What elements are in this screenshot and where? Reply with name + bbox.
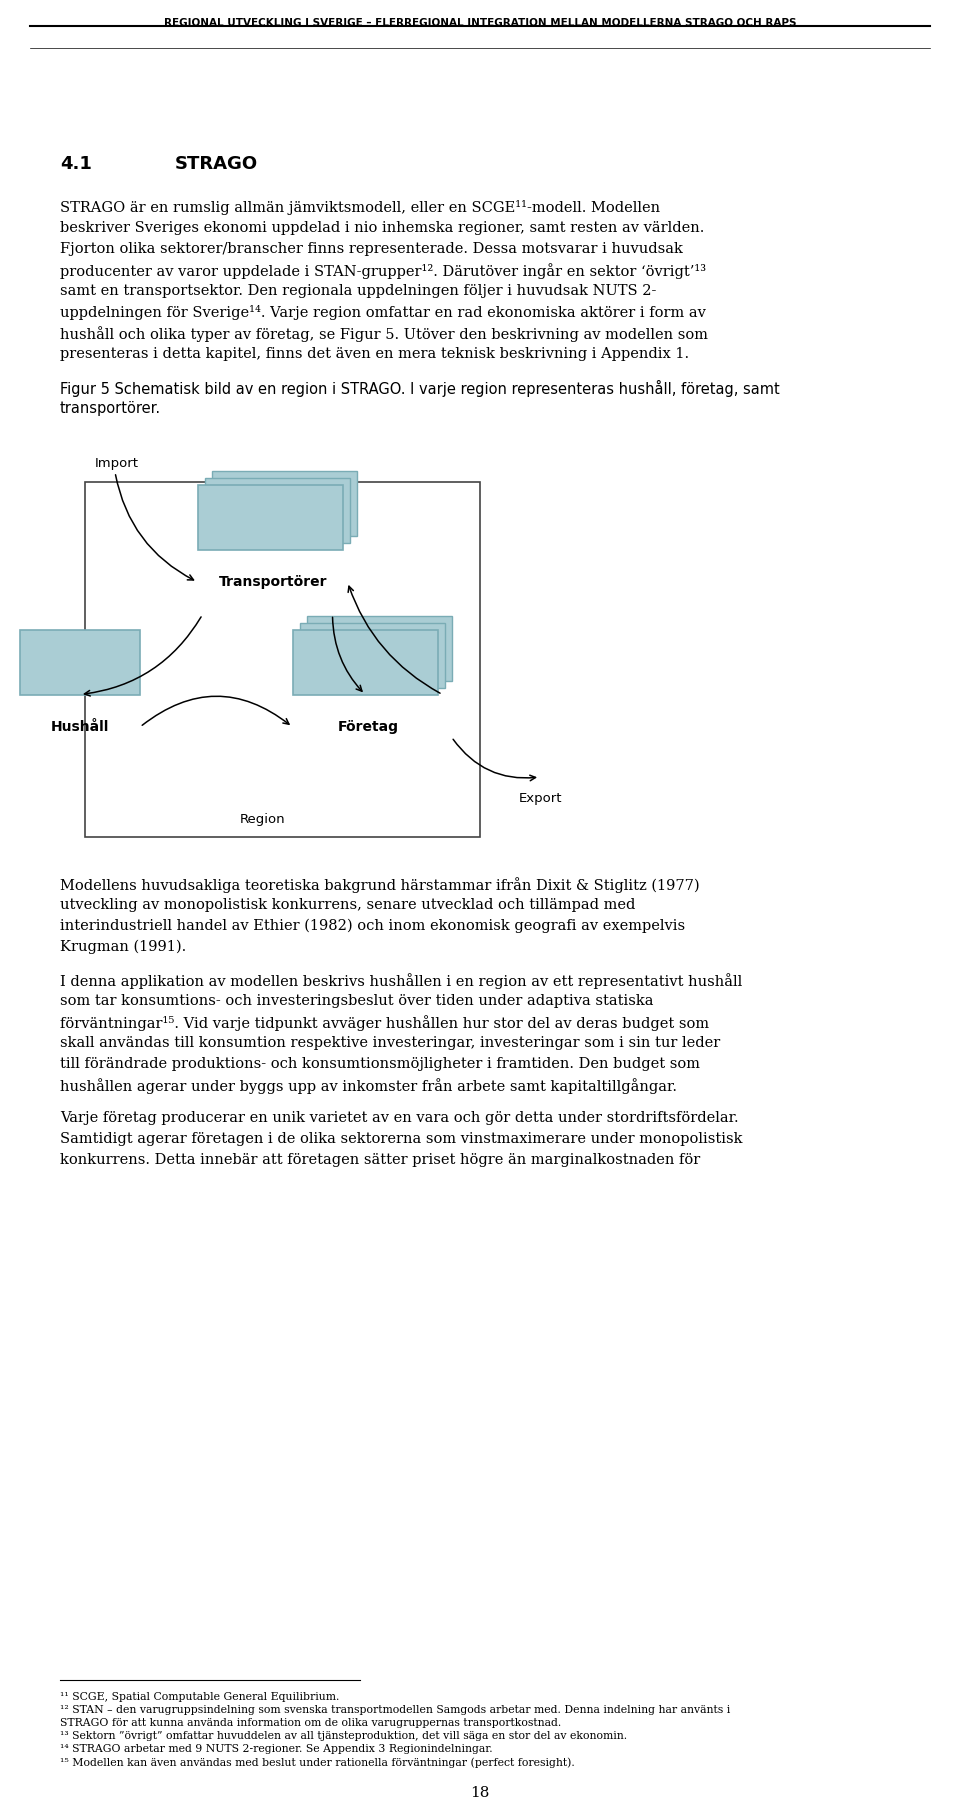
Text: I denna applikation av modellen beskrivs hushållen i en region av ett representa: I denna applikation av modellen beskrivs…: [60, 973, 742, 989]
Text: Fjorton olika sektorer/branscher finns representerade. Dessa motsvarar i huvudsa: Fjorton olika sektorer/branscher finns r…: [60, 243, 683, 255]
Text: transportörer.: transportörer.: [60, 400, 161, 417]
Text: Varje företag producerar en unik varietet av en vara och gör detta under stordri: Varje företag producerar en unik variete…: [60, 1110, 738, 1125]
Text: 18: 18: [470, 1786, 490, 1800]
Text: ¹³ Sektorn ”övrigt” omfattar huvuddelen av all tjänsteproduktion, det vill säga : ¹³ Sektorn ”övrigt” omfattar huvuddelen …: [60, 1731, 627, 1740]
Text: ¹¹ SCGE, Spatial Computable General Equilibrium.: ¹¹ SCGE, Spatial Computable General Equi…: [60, 1691, 340, 1702]
FancyBboxPatch shape: [306, 616, 451, 681]
Text: Export: Export: [518, 791, 562, 806]
Text: förväntningar¹⁵. Vid varje tidpunkt avväger hushållen hur stor del av deras budg: förväntningar¹⁵. Vid varje tidpunkt avvä…: [60, 1014, 709, 1030]
Text: ¹⁴ STRAGO arbetar med 9 NUTS 2-regioner. Se Appendix 3 Regionindelningar.: ¹⁴ STRAGO arbetar med 9 NUTS 2-regioner.…: [60, 1744, 492, 1755]
Text: Samtidigt agerar företagen i de olika sektorerna som vinstmaximerare under monop: Samtidigt agerar företagen i de olika se…: [60, 1132, 742, 1146]
Text: Krugman (1991).: Krugman (1991).: [60, 940, 186, 954]
Text: Transportörer: Transportörer: [219, 576, 327, 589]
FancyBboxPatch shape: [198, 485, 343, 549]
Text: 4.1: 4.1: [60, 156, 92, 174]
Text: hushåll och olika typer av företag, se Figur 5. Utöver den beskrivning av modell: hushåll och olika typer av företag, se F…: [60, 326, 708, 342]
Text: Modellens huvudsakliga teoretiska bakgrund härstammar ifrån Dixit & Stiglitz (19: Modellens huvudsakliga teoretiska bakgru…: [60, 877, 700, 893]
Text: till förändrade produktions- och konsumtionsmöjligheter i framtiden. Den budget : till förändrade produktions- och konsumt…: [60, 1058, 700, 1070]
FancyBboxPatch shape: [20, 630, 140, 694]
FancyBboxPatch shape: [85, 482, 480, 837]
Text: presenteras i detta kapitel, finns det även en mera teknisk beskrivning i Append: presenteras i detta kapitel, finns det ä…: [60, 348, 689, 360]
Text: som tar konsumtions- och investeringsbeslut över tiden under adaptiva statiska: som tar konsumtions- och investeringsbes…: [60, 994, 654, 1009]
Text: utveckling av monopolistisk konkurrens, senare utvecklad och tillämpad med: utveckling av monopolistisk konkurrens, …: [60, 898, 636, 913]
Text: uppdelningen för Sverige¹⁴. Varje region omfattar en rad ekonomiska aktörer i fo: uppdelningen för Sverige¹⁴. Varje region…: [60, 304, 706, 321]
Text: Företag: Företag: [338, 721, 398, 733]
FancyBboxPatch shape: [211, 471, 356, 536]
Text: beskriver Sveriges ekonomi uppdelad i nio inhemska regioner, samt resten av värl: beskriver Sveriges ekonomi uppdelad i ni…: [60, 221, 705, 235]
FancyBboxPatch shape: [293, 630, 438, 694]
FancyBboxPatch shape: [204, 478, 349, 543]
Text: REGIONAL UTVECKLING I SVERIGE – FLERREGIONAL INTEGRATION MELLAN MODELLERNA STRAG: REGIONAL UTVECKLING I SVERIGE – FLERREGI…: [164, 18, 796, 27]
Text: Figur 5 Schematisk bild av en region i STRAGO. I varje region representeras hush: Figur 5 Schematisk bild av en region i S…: [60, 380, 780, 397]
Text: Region: Region: [240, 813, 285, 826]
Text: samt en transportsektor. Den regionala uppdelningen följer i huvudsak NUTS 2-: samt en transportsektor. Den regionala u…: [60, 284, 657, 299]
Text: STRAGO är en rumslig allmän jämviktsmodell, eller en SCGE¹¹-modell. Modellen: STRAGO är en rumslig allmän jämviktsmode…: [60, 199, 660, 216]
Text: hushållen agerar under byggs upp av inkomster från arbete samt kapitaltillgångar: hushållen agerar under byggs upp av inko…: [60, 1078, 677, 1094]
Text: STRAGO för att kunna använda information om de olika varugruppernas transportkos: STRAGO för att kunna använda information…: [60, 1719, 562, 1728]
FancyBboxPatch shape: [300, 623, 444, 688]
Text: konkurrens. Detta innebär att företagen sätter priset högre än marginalkostnaden: konkurrens. Detta innebär att företagen …: [60, 1154, 700, 1166]
Text: skall användas till konsumtion respektive investeringar, investeringar som i sin: skall användas till konsumtion respektiv…: [60, 1036, 720, 1050]
Text: Import: Import: [95, 456, 139, 471]
Text: ¹² STAN – den varugruppsindelning som svenska transportmodellen Samgods arbetar : ¹² STAN – den varugruppsindelning som sv…: [60, 1704, 731, 1715]
Text: Hushåll: Hushåll: [51, 721, 109, 733]
Text: producenter av varor uppdelade i STAN-grupper¹². Därutöver ingår en sektor ‘övri: producenter av varor uppdelade i STAN-gr…: [60, 263, 707, 279]
Text: STRAGO: STRAGO: [175, 156, 258, 174]
Text: interindustriell handel av Ethier (1982) och inom ekonomisk geografi av exempelv: interindustriell handel av Ethier (1982)…: [60, 918, 685, 933]
Text: ¹⁵ Modellen kan även användas med beslut under rationella förväntningar (perfect: ¹⁵ Modellen kan även användas med beslut…: [60, 1757, 575, 1768]
